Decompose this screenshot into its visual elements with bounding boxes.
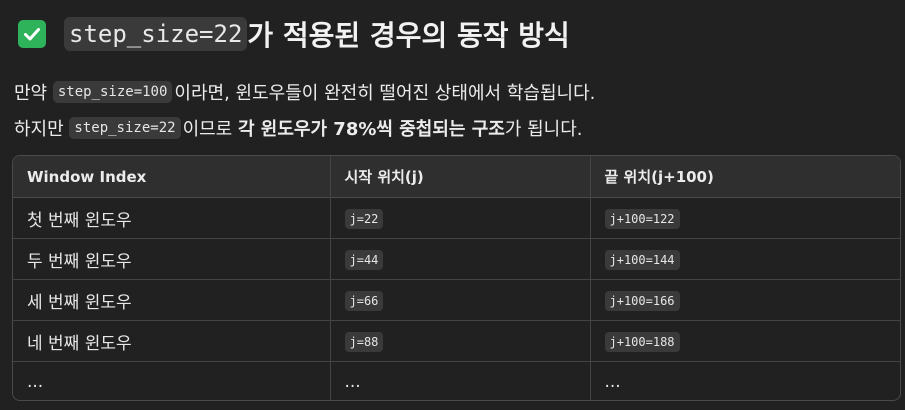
cell-end: j+100=188 (589, 320, 900, 362)
cell-window-index: 세 번째 윈도우 (13, 279, 330, 321)
table-row: 첫 번째 윈도우 j=22 j+100=122 (13, 197, 900, 239)
cell-end-code: j+100=122 (604, 209, 680, 229)
table-row: ... ... ... (13, 361, 900, 400)
cell-end: j+100=166 (589, 279, 900, 321)
cell-window-index: 두 번째 윈도우 (13, 238, 330, 280)
table-header-row: Window Index 시작 위치(j) 끝 위치(j+100) (13, 156, 900, 198)
cell-start-code: j=66 (344, 291, 384, 311)
cell-end: j+100=144 (589, 238, 900, 280)
paragraph-1-code: step_size=100 (52, 81, 173, 103)
cell-end-code: j+100=144 (604, 250, 680, 270)
heading-code: step_size=22 (64, 17, 248, 51)
table-row: 두 번째 윈도우 j=44 j+100=144 (13, 238, 900, 280)
paragraph-2-suffix: 가 됩니다. (504, 119, 583, 140)
paragraph-2: 하지만 step_size=22 이므로 각 윈도우가 78%씩 중첩되는 구조… (14, 113, 583, 143)
cell-start: j=66 (329, 279, 590, 321)
paragraph-2-prefix: 하지만 (14, 119, 70, 140)
cell-start: ... (329, 361, 590, 400)
section-heading: step_size=22 가 적용된 경우의 동작 방식 (18, 12, 570, 56)
heading-text: 가 적용된 경우의 동작 방식 (247, 19, 570, 52)
header-end-position: 끝 위치(j+100) (589, 156, 900, 198)
cell-end-code: j+100=188 (604, 332, 680, 352)
cell-start: j=22 (329, 197, 590, 239)
cell-start-code: j=44 (344, 250, 384, 270)
paragraph-1-suffix: 이라면, 윈도우들이 완전히 떨어진 상태에서 학습됩니다. (174, 83, 596, 104)
table-row: 세 번째 윈도우 j=66 j+100=166 (13, 279, 900, 321)
cell-end: j+100=122 (589, 197, 900, 239)
table-row: 네 번째 윈도우 j=88 j+100=188 (13, 320, 900, 362)
cell-end: ... (589, 361, 900, 400)
check-mark-icon (18, 20, 46, 48)
cell-start: j=44 (329, 238, 590, 280)
paragraph-2-middle: 이므로 (182, 119, 238, 140)
header-start-position: 시작 위치(j) (329, 156, 590, 198)
paragraph-2-code: step_size=22 (69, 117, 181, 139)
window-table: Window Index 시작 위치(j) 끝 위치(j+100) 첫 번째 윈… (12, 155, 901, 401)
paragraph-1-prefix: 만약 (14, 83, 53, 104)
cell-end-code: j+100=166 (604, 291, 680, 311)
cell-window-index: 네 번째 윈도우 (13, 320, 330, 362)
cell-window-index: ... (13, 361, 330, 400)
paragraph-1: 만약 step_size=100 이라면, 윈도우들이 완전히 떨어진 상태에서… (14, 77, 595, 107)
cell-start: j=88 (329, 320, 590, 362)
cell-window-index: 첫 번째 윈도우 (13, 197, 330, 239)
cell-start-code: j=88 (344, 332, 384, 352)
cell-start-code: j=22 (344, 209, 384, 229)
header-window-index: Window Index (13, 156, 330, 198)
paragraph-2-bold: 각 윈도우가 78%씩 중첩되는 구조 (237, 119, 505, 140)
